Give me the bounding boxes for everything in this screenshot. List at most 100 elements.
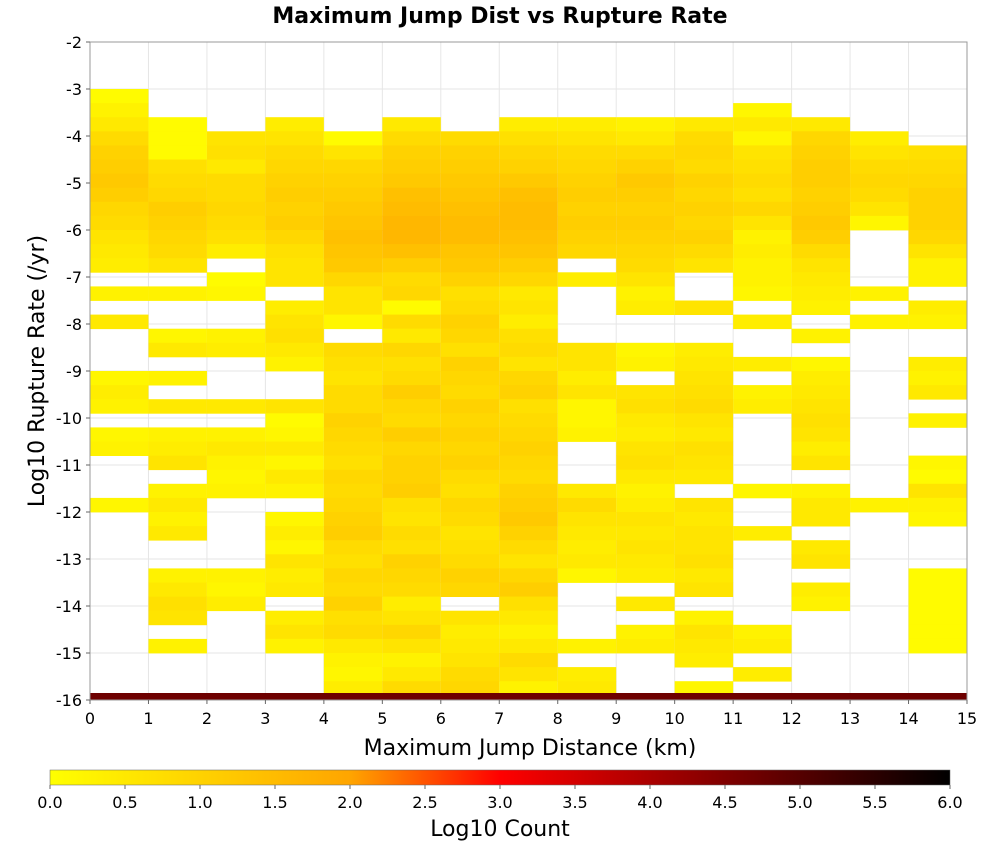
heatmap-cell bbox=[791, 131, 851, 146]
heatmap-cell bbox=[323, 385, 383, 400]
heatmap-cell bbox=[323, 526, 383, 541]
heatmap-cell bbox=[265, 469, 324, 485]
y-axis-ticks: -2 -3 -4 -5 -6 -7 -8 -9 -10 -11 -12 -13 -14 -15 -16 bbox=[56, 33, 90, 710]
heatmap-cell bbox=[850, 159, 909, 174]
heatmap-cell bbox=[908, 413, 967, 428]
heatmap-cell bbox=[733, 483, 792, 499]
heatmap-cell bbox=[440, 554, 500, 569]
heatmap-cell bbox=[674, 568, 734, 583]
heatmap-cell bbox=[440, 399, 500, 414]
heatmap-cell bbox=[440, 131, 500, 146]
heatmap-cell bbox=[206, 145, 266, 160]
heatmap-cell bbox=[382, 187, 441, 203]
heatmap-cell bbox=[382, 554, 441, 569]
heatmap-cell bbox=[674, 342, 734, 358]
heatmap-cell bbox=[791, 159, 851, 174]
heatmap-cell bbox=[733, 187, 792, 203]
heatmap-cell bbox=[791, 385, 851, 400]
heatmap-cell bbox=[791, 371, 851, 386]
heatmap-cell bbox=[148, 512, 207, 527]
heatmap-cell bbox=[265, 131, 324, 146]
heatmap-cell bbox=[557, 540, 617, 555]
heatmap-cell bbox=[206, 328, 266, 344]
heatmap-cell bbox=[616, 512, 675, 527]
heatmap-cell bbox=[674, 356, 734, 372]
heatmap-cell bbox=[323, 371, 383, 386]
heatmap-cell bbox=[499, 399, 558, 414]
heatmap-cell bbox=[323, 342, 383, 358]
heatmap-cell bbox=[499, 596, 558, 612]
heatmap-cell bbox=[265, 258, 324, 273]
x-tick-label: 2 bbox=[202, 709, 212, 728]
heatmap-cell bbox=[265, 215, 324, 231]
heatmap-cell bbox=[206, 173, 266, 189]
heatmap-cell bbox=[674, 512, 734, 527]
heatmap-cell bbox=[616, 568, 675, 583]
heatmap-cell bbox=[265, 328, 324, 344]
heatmap-cell bbox=[382, 314, 441, 330]
heatmap-cell bbox=[908, 624, 967, 640]
heatmap-cell bbox=[323, 427, 383, 442]
heatmap-cell bbox=[265, 441, 324, 456]
heatmap-cell bbox=[323, 399, 383, 414]
heatmap-cell bbox=[733, 215, 792, 231]
y-tick-label: -9 bbox=[66, 362, 82, 381]
heatmap-cell bbox=[557, 356, 617, 372]
heatmap-cell bbox=[850, 201, 909, 217]
heatmap-cell bbox=[382, 512, 441, 527]
heatmap-cell bbox=[674, 469, 734, 485]
heatmap-cell bbox=[323, 230, 383, 245]
heatmap-cell bbox=[557, 385, 617, 400]
heatmap-cell bbox=[323, 286, 383, 301]
heatmap-cell bbox=[440, 568, 500, 583]
heatmap-cell bbox=[148, 455, 207, 471]
heatmap-cell bbox=[382, 272, 441, 287]
heatmap-cell bbox=[791, 215, 851, 231]
x-tick-label: 3 bbox=[260, 709, 270, 728]
heatmap-cell bbox=[148, 526, 207, 541]
heatmap-cell bbox=[674, 540, 734, 555]
heatmap-cell bbox=[850, 497, 909, 513]
heatmap-cell bbox=[440, 385, 500, 400]
heatmap-cell bbox=[674, 624, 734, 640]
heatmap-cell bbox=[733, 356, 792, 372]
heatmap-cell bbox=[733, 103, 792, 118]
heatmap-cell bbox=[148, 610, 207, 626]
heatmap-cell bbox=[323, 638, 383, 654]
heatmap-cell bbox=[323, 145, 383, 160]
heatmap-cell bbox=[323, 512, 383, 527]
colorbar-ticks: 0.0 0.5 1.0 1.5 2.0 2.5 3.0 3.5 4.0 4.5 5.0 5.5 6.0 bbox=[37, 785, 963, 812]
heatmap-cell bbox=[499, 230, 558, 245]
heatmap-cell bbox=[499, 215, 558, 231]
heatmap-cell bbox=[382, 230, 441, 245]
heatmap-cell bbox=[674, 497, 734, 513]
heatmap-cell bbox=[265, 117, 324, 132]
heatmap-cell bbox=[148, 427, 207, 442]
heatmap-cell bbox=[499, 314, 558, 330]
heatmap-cell bbox=[323, 258, 383, 273]
heatmap-cell bbox=[616, 117, 675, 132]
heatmap-cell bbox=[206, 286, 266, 301]
heatmap-cell bbox=[440, 258, 500, 273]
heatmap-cell bbox=[499, 455, 558, 471]
heatmap-cell bbox=[382, 328, 441, 344]
heatmap-cell bbox=[557, 512, 617, 527]
heatmap-cell bbox=[908, 483, 967, 499]
heatmap-cell bbox=[499, 469, 558, 485]
heatmap-cell bbox=[557, 483, 617, 499]
heatmap-cell bbox=[206, 201, 266, 217]
heatmap-cell bbox=[148, 201, 207, 217]
heatmap-cell bbox=[674, 610, 734, 626]
heatmap-cell bbox=[908, 300, 967, 315]
heatmap-cell bbox=[323, 131, 383, 146]
heatmap-cell bbox=[265, 230, 324, 245]
heatmap-cell bbox=[265, 300, 324, 315]
heatmap-cell bbox=[557, 215, 617, 231]
heatmap-cell bbox=[265, 483, 324, 499]
heatmap-cell bbox=[265, 624, 324, 640]
heatmap-cell bbox=[499, 159, 558, 174]
heatmap-cell bbox=[557, 272, 617, 287]
heatmap-cell bbox=[440, 681, 500, 696]
heatmap-cell bbox=[499, 681, 558, 696]
heatmap-cell bbox=[265, 356, 324, 372]
